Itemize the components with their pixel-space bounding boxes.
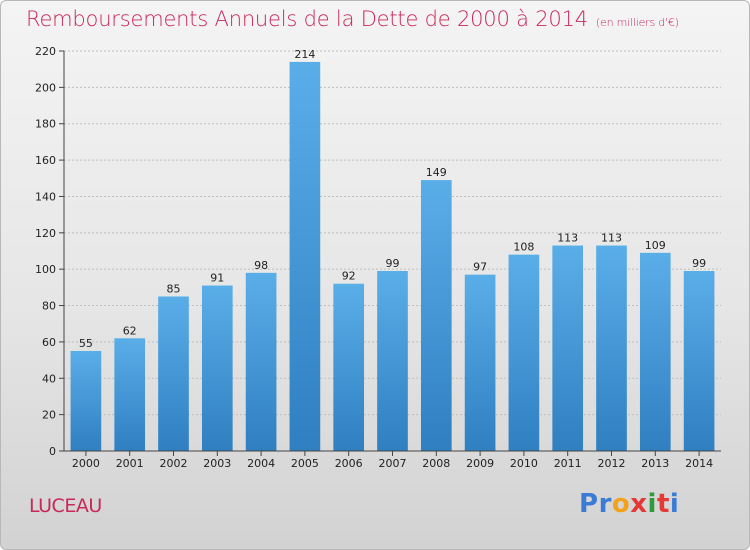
y-tick-label: 140 bbox=[35, 190, 56, 203]
value-label-2006: 92 bbox=[342, 270, 356, 283]
value-label-2014: 99 bbox=[692, 257, 706, 270]
logo-letter: i bbox=[647, 489, 657, 519]
value-label-2004: 98 bbox=[254, 259, 268, 272]
x-tick-label-2014: 2014 bbox=[685, 457, 713, 470]
x-tick-label-2005: 2005 bbox=[291, 457, 319, 470]
value-label-2002: 85 bbox=[167, 282, 181, 295]
bar-2000 bbox=[70, 351, 102, 451]
logo-letter: x bbox=[630, 489, 648, 519]
bar-2005 bbox=[289, 61, 321, 452]
bar-2006 bbox=[333, 283, 365, 451]
bar-2014 bbox=[683, 271, 715, 451]
bar-2002 bbox=[158, 296, 189, 451]
y-tick-label: 40 bbox=[42, 372, 56, 385]
bar-2012 bbox=[596, 245, 627, 451]
logo-letter: P bbox=[579, 489, 599, 519]
y-tick-label: 60 bbox=[42, 336, 56, 349]
value-label-2007: 99 bbox=[386, 257, 400, 270]
bar-2007 bbox=[377, 271, 408, 451]
logo-letter: i bbox=[669, 489, 680, 519]
logo-letter: o bbox=[611, 489, 631, 519]
value-label-2001: 62 bbox=[123, 324, 137, 337]
chart-unit: (en milliers d'€) bbox=[595, 16, 679, 29]
x-tick-label-2013: 2013 bbox=[641, 457, 669, 470]
value-label-2005: 214 bbox=[294, 48, 315, 61]
y-tick-label: 0 bbox=[49, 445, 56, 458]
bar-2003 bbox=[201, 285, 233, 451]
x-tick-label-2012: 2012 bbox=[598, 457, 626, 470]
y-tick-label: 100 bbox=[35, 263, 56, 276]
proxiti-logo[interactable]: Proxiti bbox=[579, 489, 679, 519]
y-tick-label: 80 bbox=[42, 300, 56, 313]
town-name: LUCEAU bbox=[29, 495, 102, 517]
bar-2009 bbox=[464, 274, 496, 451]
x-tick-label-2006: 2006 bbox=[335, 457, 363, 470]
value-label-2003: 91 bbox=[210, 272, 224, 285]
chart-title: Remboursements Annuels de la Dette de 20… bbox=[26, 7, 679, 31]
x-tick-label-2010: 2010 bbox=[510, 457, 538, 470]
value-label-2009: 97 bbox=[473, 261, 487, 274]
value-label-2013: 109 bbox=[645, 239, 666, 252]
x-tick-label-2011: 2011 bbox=[554, 457, 582, 470]
y-tick-label: 200 bbox=[35, 81, 56, 94]
value-label-2012: 113 bbox=[601, 232, 622, 245]
y-tick-label: 220 bbox=[35, 45, 56, 58]
value-label-2008: 149 bbox=[426, 166, 447, 179]
bar-2013 bbox=[639, 252, 671, 451]
value-label-2010: 108 bbox=[513, 241, 534, 254]
bar-2008 bbox=[420, 180, 452, 451]
x-tick-label-2002: 2002 bbox=[160, 457, 188, 470]
x-tick-label-2003: 2003 bbox=[203, 457, 231, 470]
x-tick-label-2000: 2000 bbox=[72, 457, 100, 470]
x-tick-label-2001: 2001 bbox=[116, 457, 144, 470]
x-tick-label-2008: 2008 bbox=[422, 457, 450, 470]
y-tick-label: 160 bbox=[35, 154, 56, 167]
chart-title-text: Remboursements Annuels de la Dette de 20… bbox=[26, 7, 588, 31]
logo-letter: t bbox=[656, 489, 670, 519]
value-label-2000: 55 bbox=[79, 337, 93, 350]
x-tick-label-2004: 2004 bbox=[247, 457, 275, 470]
x-tick-label-2009: 2009 bbox=[466, 457, 494, 470]
bar-2010 bbox=[508, 254, 540, 451]
value-label-2011: 113 bbox=[557, 232, 578, 245]
y-tick-label: 180 bbox=[35, 118, 56, 131]
y-tick-label: 20 bbox=[42, 409, 56, 422]
bar-2004 bbox=[245, 272, 277, 451]
x-tick-label-2007: 2007 bbox=[379, 457, 407, 470]
bar-2011 bbox=[552, 245, 584, 451]
logo-letter: r bbox=[598, 489, 612, 519]
y-tick-label: 120 bbox=[35, 227, 56, 240]
bar-2001 bbox=[114, 338, 146, 451]
